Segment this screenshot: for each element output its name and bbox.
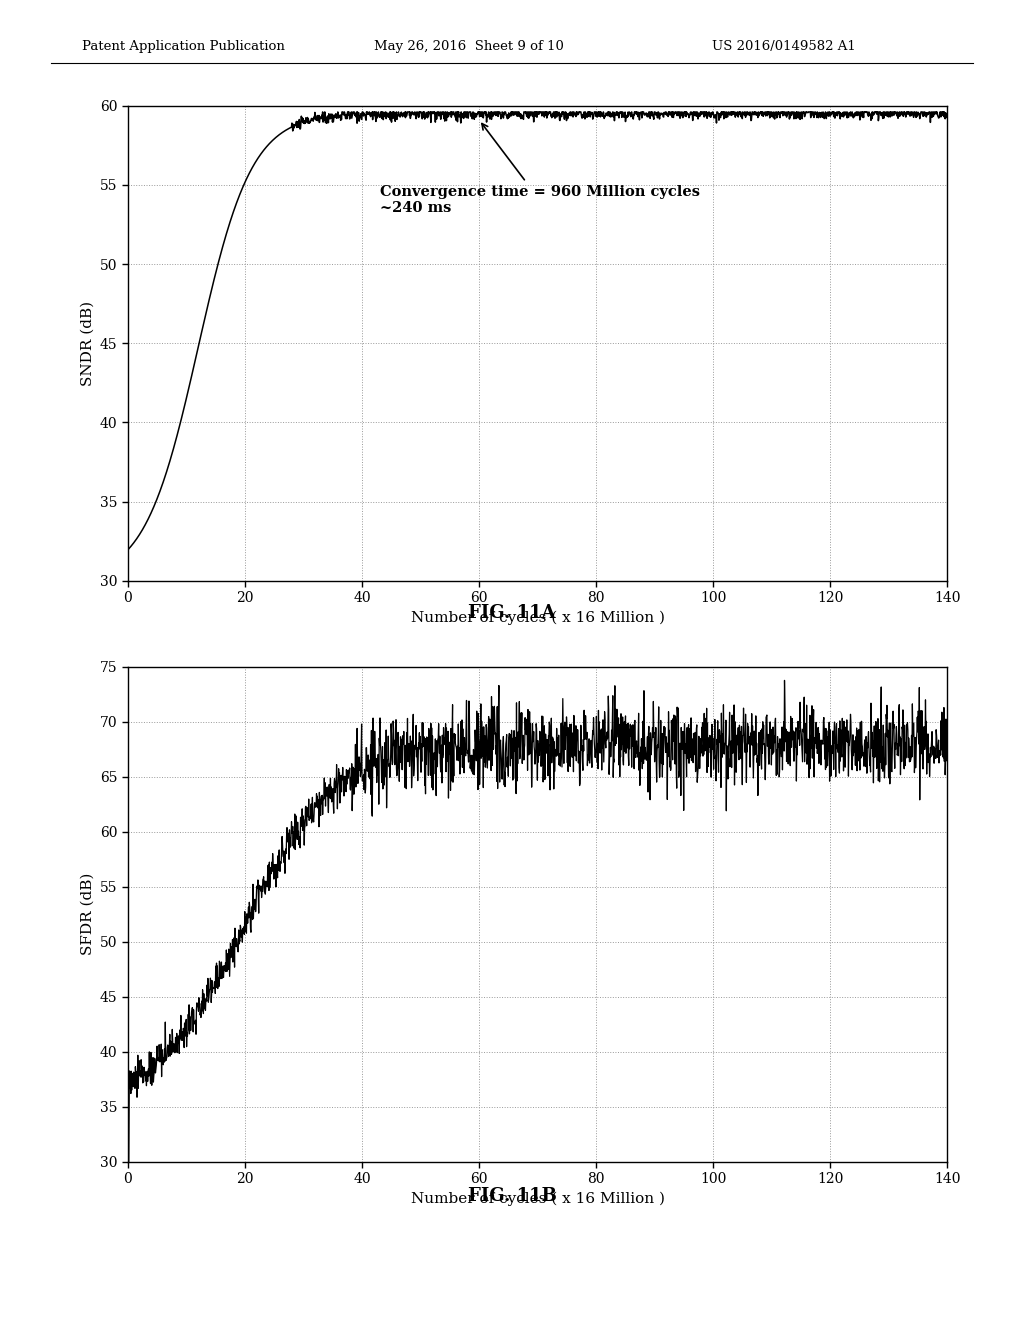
Text: FIG. 11B: FIG. 11B — [468, 1187, 556, 1205]
Text: May 26, 2016  Sheet 9 of 10: May 26, 2016 Sheet 9 of 10 — [374, 40, 563, 53]
Text: US 2016/0149582 A1: US 2016/0149582 A1 — [712, 40, 855, 53]
X-axis label: Number of cycles ( x 16 Million ): Number of cycles ( x 16 Million ) — [411, 1192, 665, 1206]
Y-axis label: SNDR (dB): SNDR (dB) — [81, 301, 94, 385]
Text: Convergence time = 960 Million cycles
~240 ms: Convergence time = 960 Million cycles ~2… — [380, 124, 699, 215]
Text: FIG. 11A: FIG. 11A — [468, 603, 556, 622]
Text: Patent Application Publication: Patent Application Publication — [82, 40, 285, 53]
X-axis label: Number of cycles ( x 16 Million ): Number of cycles ( x 16 Million ) — [411, 611, 665, 626]
Y-axis label: SFDR (dB): SFDR (dB) — [81, 873, 94, 956]
